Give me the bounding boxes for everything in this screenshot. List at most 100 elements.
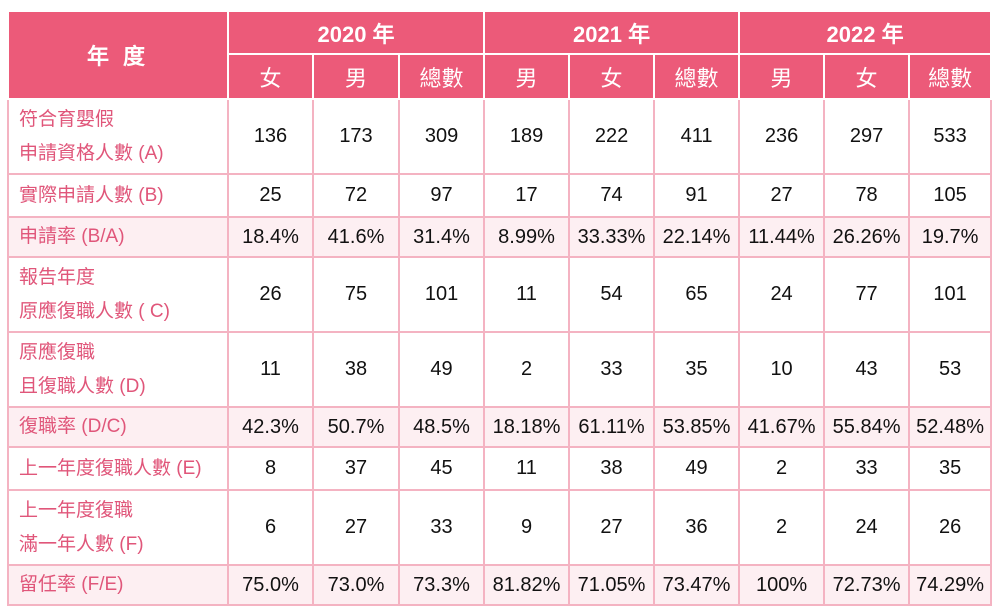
table-cell: 18.4% <box>227 216 314 258</box>
table-cell: 24 <box>823 489 911 566</box>
row-label: 留任率 (F/E) <box>7 564 229 606</box>
table-cell: 35 <box>908 446 993 491</box>
table-cell: 75.0% <box>227 564 314 606</box>
table-cell: 33.33% <box>568 216 656 258</box>
table-cell: 189 <box>483 98 571 175</box>
table-cell: 6 <box>227 489 314 566</box>
table-cell: 101 <box>397 256 486 333</box>
table-cell: 24 <box>738 256 826 333</box>
table-cell: 2 <box>738 446 826 491</box>
table-cell: 19.7% <box>908 216 993 258</box>
row-label-line: 報告年度 <box>19 266 96 288</box>
year-header-2022: 2022 年 <box>738 10 993 55</box>
table-cell: 27 <box>738 173 826 218</box>
table-cell: 74.29% <box>908 564 993 606</box>
gender-header: 總數 <box>653 53 741 100</box>
table-cell: 48.5% <box>397 406 486 448</box>
table-cell: 27 <box>568 489 656 566</box>
table-cell: 77 <box>823 256 911 333</box>
row-label: 上一年度復職 滿一年人數 (F) <box>7 489 229 566</box>
row-label-line: 原應復職 <box>19 341 96 363</box>
table-cell: 100% <box>738 564 826 606</box>
table-cell: 101 <box>908 256 993 333</box>
row-label-line: 原應復職人數 ( C) <box>19 300 170 322</box>
row-label: 符合育嬰假申請資格人數 (A) <box>7 98 229 175</box>
table-cell: 43 <box>823 331 911 408</box>
row-label-line: 申請資格人數 (A) <box>19 142 164 164</box>
gender-header: 女 <box>227 53 314 100</box>
table-cell: 222 <box>568 98 656 175</box>
year-column-header: 年 度 <box>7 10 229 100</box>
table-cell: 33 <box>568 331 656 408</box>
row-label: 申請率 (B/A) <box>7 216 229 258</box>
table-cell: 49 <box>653 446 741 491</box>
gender-header: 男 <box>483 53 571 100</box>
table-cell: 26 <box>908 489 993 566</box>
table-cell: 52.48% <box>908 406 993 448</box>
table-cell: 26.26% <box>823 216 911 258</box>
table-cell: 25 <box>227 173 314 218</box>
table-cell: 41.67% <box>738 406 826 448</box>
row-label-line: 上一年度復職人數 (E) <box>19 457 202 479</box>
table-cell: 97 <box>397 173 486 218</box>
table-cell: 31.4% <box>397 216 486 258</box>
gender-header: 男 <box>312 53 400 100</box>
row-label: 原應復職且復職人數 (D) <box>7 331 229 408</box>
table-cell: 22.14% <box>653 216 741 258</box>
year-header-2021: 2021 年 <box>483 10 741 55</box>
table-cell: 65 <box>653 256 741 333</box>
table-row: 報告年度 原應復職人數 ( C) 26 75 101 11 54 65 24 77 101 <box>7 256 993 333</box>
table-cell: 236 <box>738 98 826 175</box>
table-cell: 10 <box>738 331 826 408</box>
table-cell: 8 <box>227 446 314 491</box>
row-label-line: 符合育嬰假 <box>19 108 115 130</box>
row-label-line: 留任率 (F/E) <box>19 574 124 595</box>
year-header-row: 年 度 2020 年 2021 年 2022 年 <box>7 10 993 100</box>
table-cell: 61.11% <box>568 406 656 448</box>
table-cell: 11 <box>227 331 314 408</box>
table-cell: 136 <box>227 98 314 175</box>
table-cell: 71.05% <box>568 564 656 606</box>
gender-header: 男 <box>738 53 826 100</box>
row-label-line: 復職率 (D/C) <box>19 416 127 437</box>
table-cell: 75 <box>312 256 400 333</box>
table-cell: 173 <box>312 98 400 175</box>
table-row: 復職率 (D/C) 42.3% 50.7% 48.5% 18.18% 61.11% 53.8… <box>7 406 993 448</box>
table-cell: 38 <box>312 331 400 408</box>
table-cell: 78 <box>823 173 911 218</box>
table-cell: 73.3% <box>397 564 486 606</box>
table-cell: 33 <box>823 446 911 491</box>
table-cell: 37 <box>312 446 400 491</box>
table-cell: 54 <box>568 256 656 333</box>
table-cell: 42.3% <box>227 406 314 448</box>
row-label-line: 且復職人數 (D) <box>19 375 146 397</box>
table-cell: 11 <box>483 256 571 333</box>
table-cell: 297 <box>823 98 911 175</box>
table-cell: 91 <box>653 173 741 218</box>
table-cell: 41.6% <box>312 216 400 258</box>
row-label-line: 滿一年人數 (F) <box>19 533 144 555</box>
table-cell: 73.0% <box>312 564 400 606</box>
table-cell: 35 <box>653 331 741 408</box>
row-label-line: 實際申請人數 (B) <box>19 184 164 206</box>
table-row: 上一年度復職 滿一年人數 (F) 6 27 33 9 27 36 2 24 26 <box>7 489 993 566</box>
table-cell: 17 <box>483 173 571 218</box>
table-cell: 36 <box>653 489 741 566</box>
gender-header: 總數 <box>908 53 993 100</box>
table-cell: 81.82% <box>483 564 571 606</box>
table-cell: 38 <box>568 446 656 491</box>
table-cell: 8.99% <box>483 216 571 258</box>
table-cell: 11 <box>483 446 571 491</box>
table-cell: 72 <box>312 173 400 218</box>
row-label-line: 上一年度復職 <box>19 499 134 521</box>
table-cell: 9 <box>483 489 571 566</box>
table-cell: 49 <box>397 331 486 408</box>
table-row: 上一年度復職人數 (E) 8 37 45 11 38 49 2 33 35 <box>7 446 993 491</box>
year-header-2020: 2020 年 <box>226 10 486 55</box>
table-row: 符合育嬰假 申請資格人數 (A) 136 173 309 189 222 411 236 297 5… <box>7 98 993 175</box>
table-row: 原應復職 且復職人數 (D) 11 38 49 2 33 35 10 43 53 <box>7 331 993 408</box>
table-cell: 27 <box>312 489 400 566</box>
table-cell: 309 <box>397 98 486 175</box>
table-row: 實際申請人數 (B) 25 72 97 17 74 91 27 78 105 <box>7 173 993 218</box>
table-cell: 411 <box>653 98 741 175</box>
